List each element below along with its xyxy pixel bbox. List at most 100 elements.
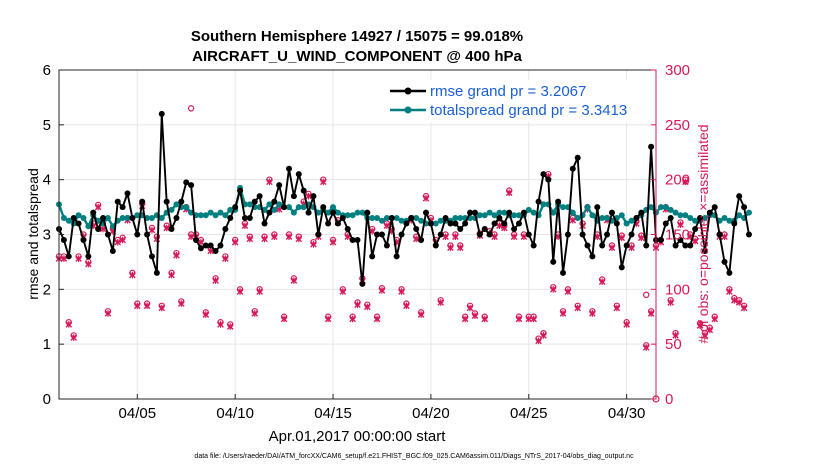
series-rmse-point xyxy=(330,209,337,216)
series-rmse-point xyxy=(305,209,312,216)
series-spread-point xyxy=(687,215,694,222)
y2-tick-label: 250 xyxy=(665,117,690,134)
assimilated-marker xyxy=(85,260,92,268)
series-spread-point xyxy=(354,209,361,216)
series-rmse-point xyxy=(481,226,488,233)
assimilated-marker xyxy=(290,277,298,284)
possible-marker xyxy=(643,291,650,299)
series-rmse-point xyxy=(530,242,537,249)
series-rmse-point xyxy=(246,215,253,222)
series-spread-point xyxy=(285,204,292,211)
series-rmse-point xyxy=(100,215,107,222)
series-rmse-point xyxy=(599,242,606,249)
y2-tick-label: 0 xyxy=(665,391,673,408)
assimilated-marker xyxy=(574,304,581,312)
series-rmse-point xyxy=(437,231,444,238)
series-rmse-point xyxy=(173,215,180,222)
series-rmse-point xyxy=(628,231,635,238)
series-rmse-point xyxy=(217,242,224,249)
series-rmse-point xyxy=(276,182,283,189)
assimilated-marker xyxy=(437,299,444,306)
series-spread-point xyxy=(418,217,425,224)
legend: rmse grand pr = 3.2067 totalspread grand… xyxy=(384,80,650,122)
series-rmse-point xyxy=(300,187,307,194)
series-rmse-point xyxy=(569,165,576,172)
assimilated-marker xyxy=(598,278,606,285)
series-rmse-point xyxy=(745,231,752,238)
legend-box xyxy=(384,80,650,122)
assimilated-marker xyxy=(613,304,621,312)
series-spread-point xyxy=(437,217,444,224)
x-tick-label: 04/15 xyxy=(314,405,352,422)
series-rmse-point xyxy=(520,209,527,216)
assimilated-marker xyxy=(94,203,102,211)
assimilated-marker xyxy=(564,288,572,295)
assimilated-marker xyxy=(104,310,112,317)
series-rmse-point xyxy=(643,242,650,249)
assimilated-marker xyxy=(682,178,689,186)
series-spread-point xyxy=(197,212,204,219)
series-rmse-point xyxy=(560,269,567,276)
series-rmse-point xyxy=(197,245,204,252)
series-spread-point xyxy=(584,204,591,211)
assimilated-marker xyxy=(520,233,528,240)
assimilated-marker xyxy=(515,315,523,323)
series-rmse-point xyxy=(741,204,748,211)
y2-axis-label: # of obs: o=possible; ×=assimilated xyxy=(695,124,711,343)
assimilated-marker xyxy=(412,235,420,243)
series-spread-point xyxy=(334,209,341,216)
y-tick-label: 2 xyxy=(43,281,51,298)
series-rmse-point xyxy=(285,165,292,172)
series-spread-point xyxy=(662,204,669,211)
assimilated-marker xyxy=(65,321,73,328)
series-spread-point xyxy=(393,215,400,222)
series-rmse-point xyxy=(452,220,459,227)
series-rmse-point xyxy=(207,242,214,249)
series-rmse-point xyxy=(232,204,239,211)
series-spread-point xyxy=(369,215,376,222)
assimilated-marker xyxy=(540,332,547,339)
assimilated-marker xyxy=(491,233,498,240)
y-tick-label: 0 xyxy=(43,391,51,408)
series-rmse-point xyxy=(476,231,483,238)
series-rmse-point xyxy=(418,236,425,243)
series-rmse-point xyxy=(423,209,430,216)
series-spread-point xyxy=(540,201,547,208)
assimilated-marker xyxy=(251,310,259,317)
series-spread-point xyxy=(383,215,390,222)
series-spread-point xyxy=(378,217,385,224)
series-spread-point xyxy=(604,215,611,222)
series-rmse-point xyxy=(364,209,371,216)
series-rmse-point xyxy=(579,231,586,238)
series-rmse-point xyxy=(339,215,346,222)
series-rmse-point xyxy=(731,220,738,227)
series-rmse-point xyxy=(85,253,92,260)
assimilated-marker xyxy=(530,315,537,323)
series-spread-point xyxy=(515,212,522,219)
series-rmse-point xyxy=(139,198,146,205)
series-rmse-point xyxy=(657,236,664,243)
assimilated-marker xyxy=(231,238,239,246)
series-rmse-point xyxy=(701,247,708,254)
series-rmse-point xyxy=(178,198,185,205)
series-rmse-point xyxy=(633,215,640,222)
assimilated-marker xyxy=(731,297,738,304)
series-spread-point xyxy=(682,212,689,219)
series-rmse-point xyxy=(711,204,718,211)
assimilated-marker xyxy=(143,302,151,310)
series-rmse-point xyxy=(594,204,601,211)
series-spread-point xyxy=(60,215,67,222)
series-rmse-point xyxy=(109,247,116,254)
x-tick-label: 04/10 xyxy=(216,405,254,422)
series-rmse-point xyxy=(281,204,288,211)
assimilated-marker xyxy=(187,233,195,240)
series-spread-point xyxy=(525,206,532,213)
y-tick-label: 5 xyxy=(43,117,51,134)
series-rmse-point xyxy=(491,220,498,227)
series-spread-point xyxy=(134,212,141,219)
assimilated-marker xyxy=(266,178,273,186)
series-rmse xyxy=(56,110,752,287)
series-rmse-point xyxy=(290,193,297,200)
series-spread-point xyxy=(721,215,728,222)
chart-title-line2: AIRCRAFT_U_WIND_COMPONENT @ 400 hPa xyxy=(192,48,522,65)
